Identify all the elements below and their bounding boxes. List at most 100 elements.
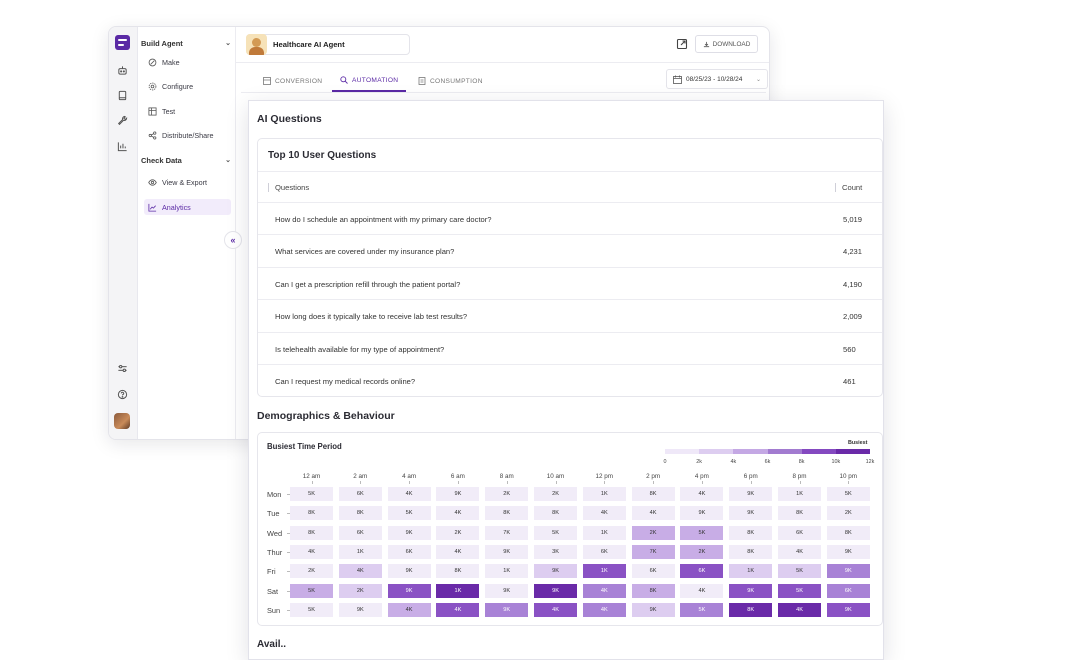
table-row[interactable]: Can I get a prescription refill through … [258, 268, 882, 301]
heatmap-cell[interactable]: 8K [436, 564, 480, 579]
heatmap-cell[interactable]: 9K [826, 564, 870, 579]
wrench-icon[interactable] [116, 114, 129, 127]
heatmap-cell[interactable]: 4K [436, 602, 480, 617]
download-button[interactable]: DOWNLOAD [695, 35, 758, 53]
sidebar-section-build[interactable]: Build Agent ⌄ [141, 39, 233, 48]
heatmap-cell[interactable]: 4K [436, 506, 480, 521]
book-icon[interactable] [116, 89, 129, 102]
sidebar-item-analytics[interactable]: Analytics [144, 199, 231, 215]
heatmap-cell[interactable]: 2K [534, 487, 577, 501]
heatmap-cell[interactable]: 6K [826, 583, 870, 598]
heatmap-cell[interactable]: 5K [680, 602, 724, 617]
heatmap-cell[interactable]: 6K [680, 564, 724, 579]
column-header-questions[interactable]: Questions [268, 183, 309, 192]
user-avatar[interactable] [114, 413, 130, 429]
heatmap-cell[interactable]: 6K [338, 487, 382, 501]
heatmap-cell[interactable]: 4K [778, 544, 821, 559]
heatmap-cell[interactable]: 9K [680, 506, 724, 521]
heatmap-cell[interactable]: 1K [582, 564, 626, 579]
heatmap-cell[interactable]: 4K [582, 602, 626, 617]
heatmap-cell[interactable]: 9K [729, 506, 773, 521]
heatmap-cell[interactable]: 6K [387, 544, 431, 559]
heatmap-cell[interactable]: 4K [387, 487, 431, 501]
heatmap-cell[interactable]: 9K [826, 544, 870, 559]
sidebar-item-view-export[interactable]: View & Export [144, 174, 231, 190]
heatmap-cell[interactable]: 9K [485, 602, 529, 617]
bar-chart-icon[interactable] [116, 140, 129, 153]
heatmap-cell[interactable]: 1K [582, 525, 626, 540]
heatmap-cell[interactable]: 6K [631, 564, 675, 579]
heatmap-cell[interactable]: 5K [778, 583, 821, 598]
heatmap-cell[interactable]: 5K [290, 602, 333, 617]
sidebar-item-configure[interactable]: Configure [144, 78, 231, 94]
heatmap-cell[interactable]: 9K [387, 525, 431, 540]
heatmap-cell[interactable]: 5K [534, 525, 577, 540]
heatmap-cell[interactable]: 9K [826, 602, 870, 617]
table-row[interactable]: Can I request my medical records online?… [258, 365, 882, 397]
heatmap-cell[interactable]: 4K [534, 602, 577, 617]
heatmap-cell[interactable]: 1K [729, 564, 773, 579]
heatmap-cell[interactable]: 8K [778, 506, 821, 521]
heatmap-cell[interactable]: 1K [778, 487, 821, 501]
heatmap-cell[interactable]: 5K [290, 487, 333, 501]
heatmap-cell[interactable]: 8K [729, 525, 773, 540]
heatmap-cell[interactable]: 8K [631, 487, 675, 501]
menu-logo-icon[interactable] [115, 35, 130, 50]
heatmap-cell[interactable]: 4K [680, 583, 724, 598]
heatmap-cell[interactable]: 8K [534, 506, 577, 521]
table-row[interactable]: What services are covered under my insur… [258, 235, 882, 268]
heatmap-cell[interactable]: 5K [387, 506, 431, 521]
heatmap-cell[interactable]: 4K [290, 544, 333, 559]
heatmap-cell[interactable]: 6K [582, 544, 626, 559]
heatmap-cell[interactable]: 8K [826, 525, 870, 540]
column-header-count[interactable]: Count [835, 183, 862, 192]
heatmap-cell[interactable]: 8K [290, 506, 333, 521]
heatmap-cell[interactable]: 4K [387, 602, 431, 617]
heatmap-cell[interactable]: 1K [436, 583, 480, 598]
heatmap-cell[interactable]: 4K [631, 506, 675, 521]
heatmap-cell[interactable]: 8K [631, 583, 675, 598]
robot-icon[interactable] [116, 64, 129, 77]
table-row[interactable]: How long does it typically take to recei… [258, 300, 882, 333]
heatmap-cell[interactable]: 5K [826, 487, 870, 501]
sliders-icon[interactable] [116, 362, 129, 375]
heatmap-cell[interactable]: 2K [485, 487, 529, 501]
heatmap-cell[interactable]: 8K [729, 544, 773, 559]
table-row[interactable]: Is telehealth available for my type of a… [258, 333, 882, 365]
tab-automation[interactable]: AUTOMATION [332, 70, 407, 92]
heatmap-cell[interactable]: 9K [387, 583, 431, 598]
heatmap-cell[interactable]: 6K [338, 525, 382, 540]
heatmap-cell[interactable]: 4K [778, 602, 821, 617]
heatmap-cell[interactable]: 8K [729, 602, 773, 617]
external-link-icon[interactable] [676, 38, 688, 50]
date-range-picker[interactable]: 08/25/23 - 10/28/24 ⌄ [666, 69, 768, 89]
heatmap-cell[interactable]: 9K [729, 487, 773, 501]
help-icon[interactable] [116, 388, 129, 401]
heatmap-cell[interactable]: 9K [729, 583, 773, 598]
heatmap-cell[interactable]: 8K [290, 525, 333, 540]
heatmap-cell[interactable]: 1K [338, 544, 382, 559]
heatmap-cell[interactable]: 2K [338, 583, 382, 598]
heatmap-cell[interactable]: 2K [680, 544, 724, 559]
heatmap-cell[interactable]: 8K [485, 506, 529, 521]
heatmap-cell[interactable]: 7K [485, 525, 529, 540]
heatmap-cell[interactable]: 5K [290, 583, 333, 598]
heatmap-cell[interactable]: 4K [582, 583, 626, 598]
heatmap-cell[interactable]: 6K [778, 525, 821, 540]
heatmap-cell[interactable]: 9K [485, 583, 529, 598]
sidebar-section-check[interactable]: Check Data ⌄ [141, 156, 233, 165]
heatmap-cell[interactable]: 9K [534, 583, 577, 598]
heatmap-cell[interactable]: 4K [338, 564, 382, 579]
agent-selector[interactable]: Healthcare AI Agent [246, 34, 410, 55]
heatmap-cell[interactable]: 3K [534, 544, 577, 559]
sidebar-item-distribute[interactable]: Distribute/Share [144, 127, 231, 143]
heatmap-cell[interactable]: 9K [534, 564, 577, 579]
heatmap-cell[interactable]: 9K [436, 487, 480, 501]
sidebar-item-make[interactable]: Make [144, 54, 231, 70]
tab-conversion[interactable]: CONVERSION [263, 70, 322, 92]
heatmap-cell[interactable]: 2K [436, 525, 480, 540]
heatmap-cell[interactable]: 2K [631, 525, 675, 540]
heatmap-cell[interactable]: 1K [582, 487, 626, 501]
heatmap-cell[interactable]: 7K [631, 544, 675, 559]
heatmap-cell[interactable]: 5K [680, 525, 724, 540]
